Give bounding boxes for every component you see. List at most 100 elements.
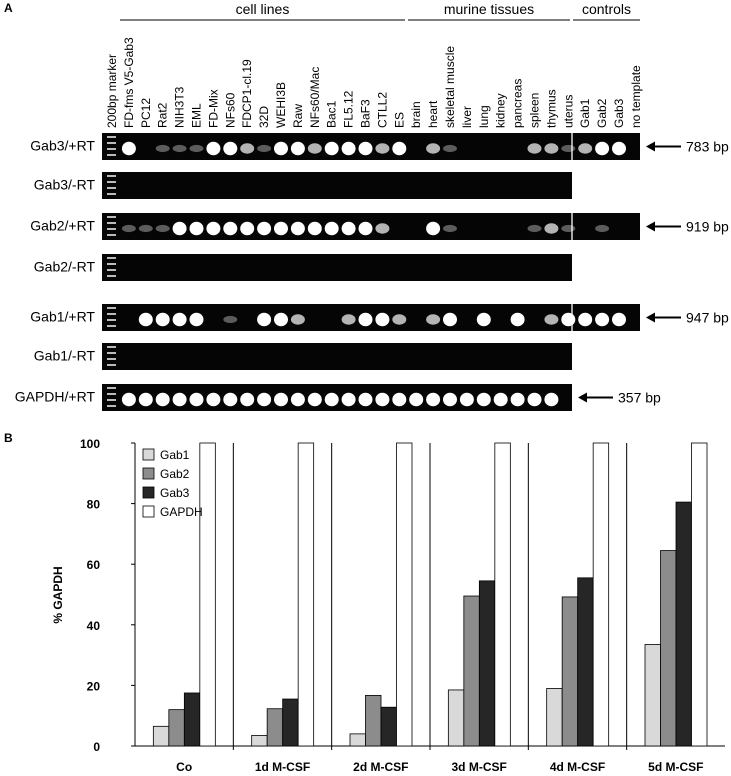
band	[544, 223, 559, 234]
band	[121, 224, 136, 233]
size-label: 919 bp	[686, 219, 729, 235]
band	[358, 392, 373, 407]
band	[172, 144, 187, 153]
band	[612, 141, 626, 156]
band	[206, 221, 221, 236]
band	[240, 221, 255, 236]
lane-label: 32D	[257, 106, 271, 128]
band	[274, 312, 288, 327]
band	[527, 392, 542, 407]
lane-label: spleen	[528, 93, 542, 128]
lane-label: BaF3	[359, 99, 373, 128]
row-label: GAPDH/+RT	[15, 389, 96, 405]
bar	[660, 550, 677, 747]
bar	[365, 694, 382, 747]
x-tick-label: 1d M-CSF	[255, 760, 310, 774]
band	[358, 141, 373, 156]
bar	[644, 644, 661, 747]
row-label: Gab3/+RT	[30, 138, 95, 154]
marker-band	[107, 193, 116, 195]
y-tick-label: 80	[87, 498, 101, 512]
band	[290, 314, 305, 325]
band	[375, 312, 390, 327]
band	[561, 144, 576, 153]
y-axis-title: % GAPDH	[51, 566, 65, 623]
band	[189, 312, 204, 327]
x-tick-label: 4d M-CSF	[550, 760, 605, 774]
band	[561, 312, 576, 327]
band	[375, 223, 390, 234]
band	[290, 221, 305, 236]
group-label: cell lines	[236, 1, 290, 17]
gel	[102, 172, 572, 199]
marker-band	[107, 142, 116, 144]
size-label: 947 bp	[686, 310, 729, 326]
marker-band	[107, 346, 116, 348]
lane-label: NFs60	[223, 92, 237, 128]
lane-label: NIH3T3	[173, 86, 187, 128]
bar	[546, 688, 563, 747]
bar	[282, 698, 299, 747]
band	[172, 221, 187, 236]
marker-band	[107, 222, 116, 224]
lane-label: NFs60/Mac	[308, 67, 322, 128]
band	[257, 221, 272, 236]
band	[324, 141, 339, 156]
band	[257, 312, 272, 327]
band	[155, 392, 170, 407]
marker-band	[107, 148, 116, 150]
band	[223, 221, 238, 236]
band	[138, 392, 153, 407]
band	[223, 141, 238, 156]
band	[578, 143, 593, 154]
band	[307, 392, 322, 407]
band	[290, 392, 305, 407]
marker-band	[107, 154, 116, 156]
marker-band	[107, 234, 116, 236]
bar	[183, 692, 201, 747]
marker-band	[107, 175, 116, 177]
band	[426, 314, 441, 325]
bar	[349, 733, 366, 747]
bar	[463, 595, 480, 747]
legend-label: Gab3	[160, 486, 190, 500]
bar	[577, 577, 594, 747]
lane-label: Rat2	[156, 102, 170, 128]
band	[544, 392, 559, 407]
bar	[675, 501, 692, 747]
marker-band	[107, 307, 116, 309]
x-tick-label: 5d M-CSF	[648, 760, 703, 774]
bar	[152, 725, 170, 747]
band	[375, 392, 390, 407]
band	[426, 392, 441, 407]
band	[409, 392, 424, 407]
band	[240, 392, 255, 407]
lane-label: FDCP1-cl.19	[240, 59, 254, 128]
arrow-head	[646, 312, 655, 323]
marker-band	[107, 358, 116, 360]
band	[527, 143, 542, 154]
lane-label: thymus	[544, 89, 558, 128]
band	[375, 143, 390, 154]
band	[358, 221, 373, 236]
band	[324, 392, 339, 407]
band	[527, 224, 542, 233]
bar	[297, 442, 315, 747]
band	[307, 221, 322, 236]
size-label: 357 bp	[618, 390, 661, 406]
band	[341, 314, 356, 325]
lane-label: ES	[392, 112, 406, 128]
marker-band	[107, 405, 116, 407]
y-tick-label: 40	[87, 619, 101, 633]
marker-band	[107, 393, 116, 395]
gel	[102, 343, 572, 370]
lane-label: Bac1	[325, 100, 339, 128]
marker-band	[107, 216, 116, 218]
lane-label: Gab2	[595, 98, 609, 128]
marker-band	[107, 275, 116, 277]
band	[544, 314, 559, 325]
bar	[168, 709, 185, 747]
lane-label: heart	[426, 100, 440, 128]
bar	[251, 734, 268, 747]
band	[510, 312, 525, 327]
